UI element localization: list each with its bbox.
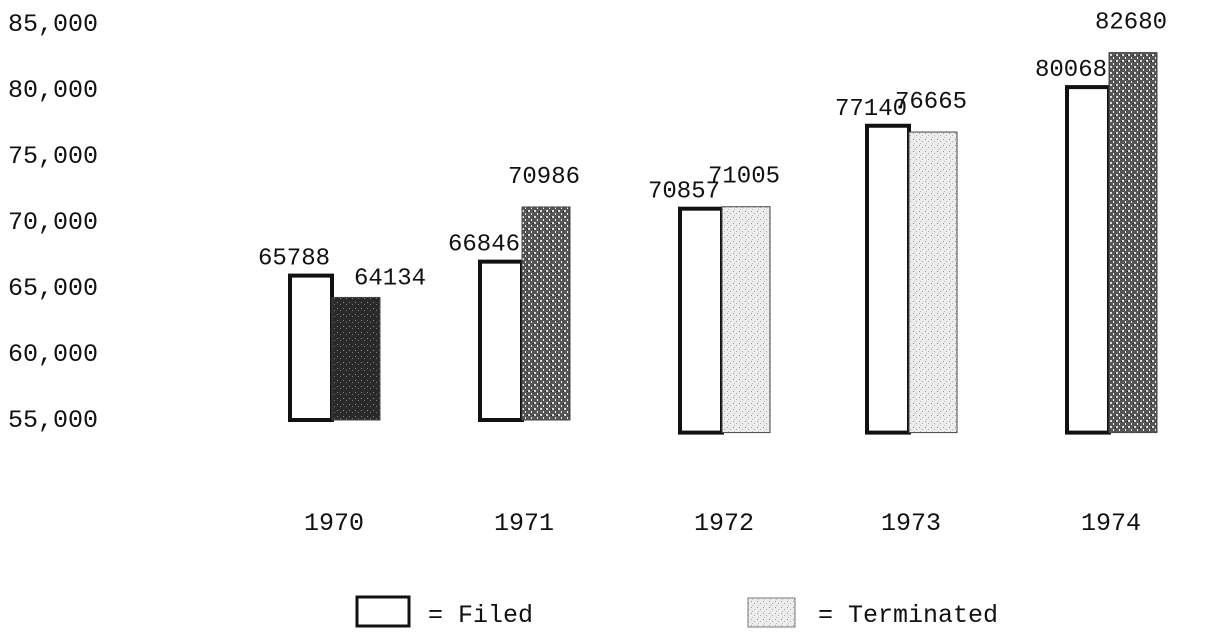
y-tick-label: 80,000: [8, 76, 98, 105]
data-label-terminated: 70986: [508, 164, 580, 191]
legend-filed-label: = Filed: [428, 601, 533, 630]
data-label-terminated: 64134: [354, 265, 426, 292]
legend-terminated-label: = Terminated: [818, 601, 998, 630]
legend-filed-swatch: [355, 595, 411, 628]
bar-terminated: [331, 296, 381, 421]
legend: = Filed = Terminated: [355, 595, 998, 630]
data-label-terminated: 76665: [895, 89, 967, 116]
data-label-terminated: 82680: [1095, 10, 1167, 37]
data-label-filed: 80068: [1035, 57, 1107, 84]
data-label-filed: 66846: [448, 232, 520, 259]
bar-filed: [478, 259, 524, 423]
x-tick-label: 1972: [694, 509, 754, 538]
bar-terminated: [1108, 52, 1158, 434]
y-tick-label: 60,000: [8, 340, 98, 369]
x-tick-label: 1971: [494, 509, 554, 538]
bar-filed: [678, 206, 724, 435]
bar-filed: [288, 273, 334, 422]
data-label-filed: 77140: [835, 96, 907, 123]
bar-filed: [865, 123, 911, 435]
bar-terminated: [521, 206, 571, 421]
y-tick-label: 85,000: [8, 10, 98, 39]
y-tick-label: 55,000: [8, 406, 98, 435]
y-tick-label: 70,000: [8, 208, 98, 237]
x-tick-label: 1970: [304, 509, 364, 538]
data-label-terminated: 71005: [708, 164, 780, 191]
y-tick-label: 65,000: [8, 274, 98, 303]
data-label-filed: 70857: [648, 179, 720, 206]
x-tick-label: 1974: [1081, 509, 1141, 538]
x-tick-label: 1973: [881, 509, 941, 538]
y-axis: 85,000 80,000 75,000 70,000 65,000 60,000 55,0…: [8, 10, 98, 435]
data-label-filed: 65788: [258, 246, 330, 273]
x-axis: 1970 1971 1972 1973 1974: [304, 509, 1141, 538]
bar-terminated: [721, 206, 771, 434]
y-tick-label: 75,000: [8, 142, 98, 171]
bar-filed: [1065, 85, 1111, 435]
bar-terminated: [908, 131, 958, 434]
legend-terminated-swatch: [747, 597, 796, 628]
